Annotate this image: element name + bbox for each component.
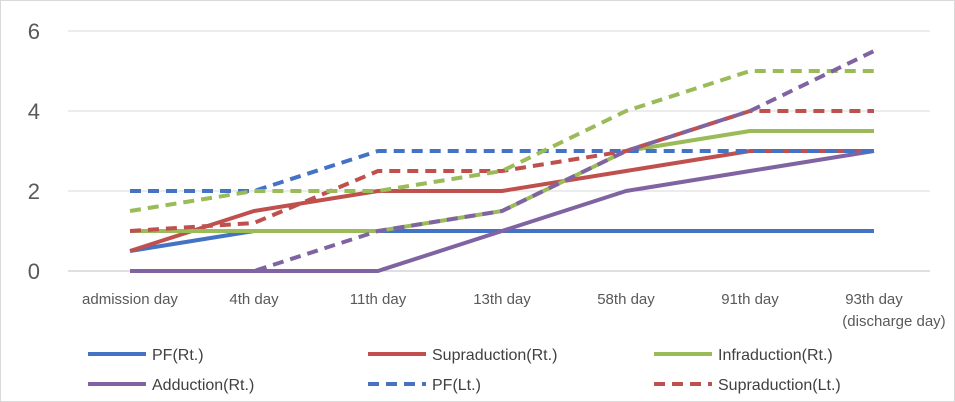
x-tick-label: 4th day [229, 291, 279, 308]
x-axis-ticks: admission day 4th day 11th day 13th day 58th… [82, 291, 946, 330]
legend-item: Adduction(Rt.) [88, 377, 254, 394]
series-line-adduction-lt [130, 49, 875, 273]
legend-label: PF(Lt.) [432, 377, 481, 394]
legend-label: PF(Rt.) [152, 347, 204, 364]
x-tick-label: 58th day [597, 291, 655, 308]
y-tick-label: 2 [28, 179, 40, 204]
legend-item: PF(Lt.) [368, 377, 481, 394]
legend-item: Supraduction(Lt.) [654, 377, 841, 394]
series-line-supraduction-lt [129, 109, 874, 233]
x-tick-label: admission day [82, 291, 178, 308]
series-line-supraduction-rt [129, 149, 874, 253]
x-tick-label: 93th day (discharge day) [842, 291, 945, 330]
legend: PF(Rt.) Supraduction(Rt.) Infraduction(Rt.… [88, 347, 841, 394]
y-tick-label: 6 [28, 19, 40, 44]
series-line-pf-rt [129, 229, 874, 253]
y-tick-label: 0 [28, 259, 40, 284]
series-line-adduction-rt [130, 149, 875, 273]
legend-item: PF(Rt.) [88, 347, 204, 364]
legend-item: Infraduction(Rt.) [654, 347, 833, 364]
y-tick-label: 4 [28, 99, 40, 124]
x-tick-label: 13th day [473, 291, 531, 308]
legend-label: Supraduction(Rt.) [432, 347, 557, 364]
x-tick-label: 91th day [721, 291, 779, 308]
legend-label: Infraduction(Rt.) [718, 347, 833, 364]
y-axis-ticks: 0 2 4 6 [28, 19, 40, 284]
legend-label: Supraduction(Lt.) [718, 377, 841, 394]
x-tick-label: 11th day [350, 291, 407, 308]
series-lines [129, 49, 875, 273]
legend-item: Supraduction(Rt.) [368, 347, 557, 364]
series-line-pf-lt [130, 149, 874, 193]
legend-label: Adduction(Rt.) [152, 377, 254, 394]
